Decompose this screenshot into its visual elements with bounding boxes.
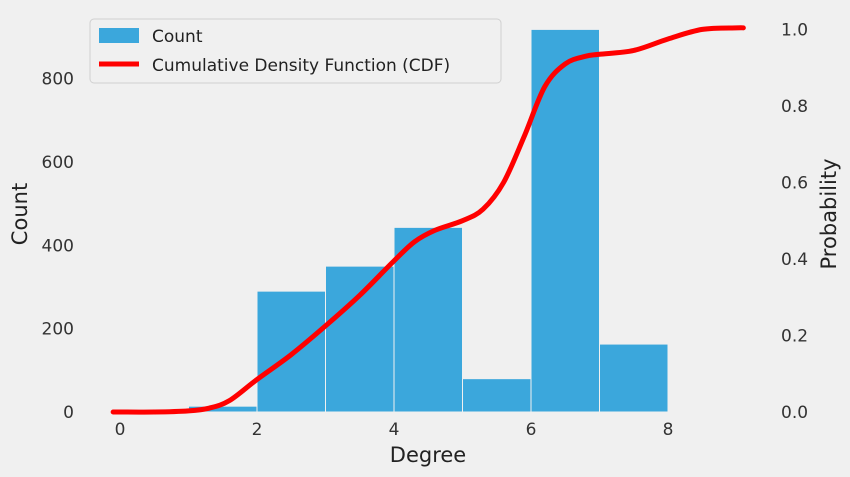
y-tick-label: 600 xyxy=(42,153,74,173)
y2-tick-label: 0.4 xyxy=(781,250,808,270)
histogram-bar-5 xyxy=(530,28,600,413)
legend-swatch-count xyxy=(99,28,139,43)
legend-label-cdf: Cumulative Density Function (CDF) xyxy=(152,56,450,76)
legend-label-count: Count xyxy=(152,27,203,47)
histogram-bar-3 xyxy=(393,226,463,413)
histogram-bar-4 xyxy=(462,378,532,413)
cdf-line xyxy=(110,25,746,415)
histogram-bar-6 xyxy=(599,343,669,413)
x-tick-label: 6 xyxy=(526,420,537,440)
y2-tick-label: 0.8 xyxy=(781,97,808,117)
axis-ticks: 0 2 4 6 8 0 200 400 600 800 0.0 0.2 0.4 0.6 0.8 1.0 xyxy=(42,20,809,440)
y2-tick-label: 0.0 xyxy=(781,403,808,423)
x-tick-label: 4 xyxy=(389,420,400,440)
y2-axis-title: Probability xyxy=(817,158,841,269)
legend: Count Cumulative Density Function (CDF) xyxy=(89,18,502,84)
y-tick-label: 0 xyxy=(63,403,74,423)
y-tick-label: 400 xyxy=(42,236,74,256)
x-axis-title: Degree xyxy=(390,443,466,467)
histogram-bars xyxy=(188,28,669,413)
y-tick-label: 800 xyxy=(42,70,74,90)
y2-tick-label: 0.2 xyxy=(781,326,808,346)
y-axis-title: Count xyxy=(8,183,32,245)
cdf-line-layer xyxy=(110,25,746,415)
x-tick-label: 8 xyxy=(663,420,674,440)
histogram-bar-2 xyxy=(325,265,395,413)
y2-tick-label: 0.6 xyxy=(781,173,808,193)
x-tick-label: 2 xyxy=(252,420,263,440)
y2-tick-label: 1.0 xyxy=(781,20,808,40)
legend-box xyxy=(89,18,502,84)
x-tick-label: 0 xyxy=(115,420,126,440)
y-tick-label: 200 xyxy=(42,320,74,340)
